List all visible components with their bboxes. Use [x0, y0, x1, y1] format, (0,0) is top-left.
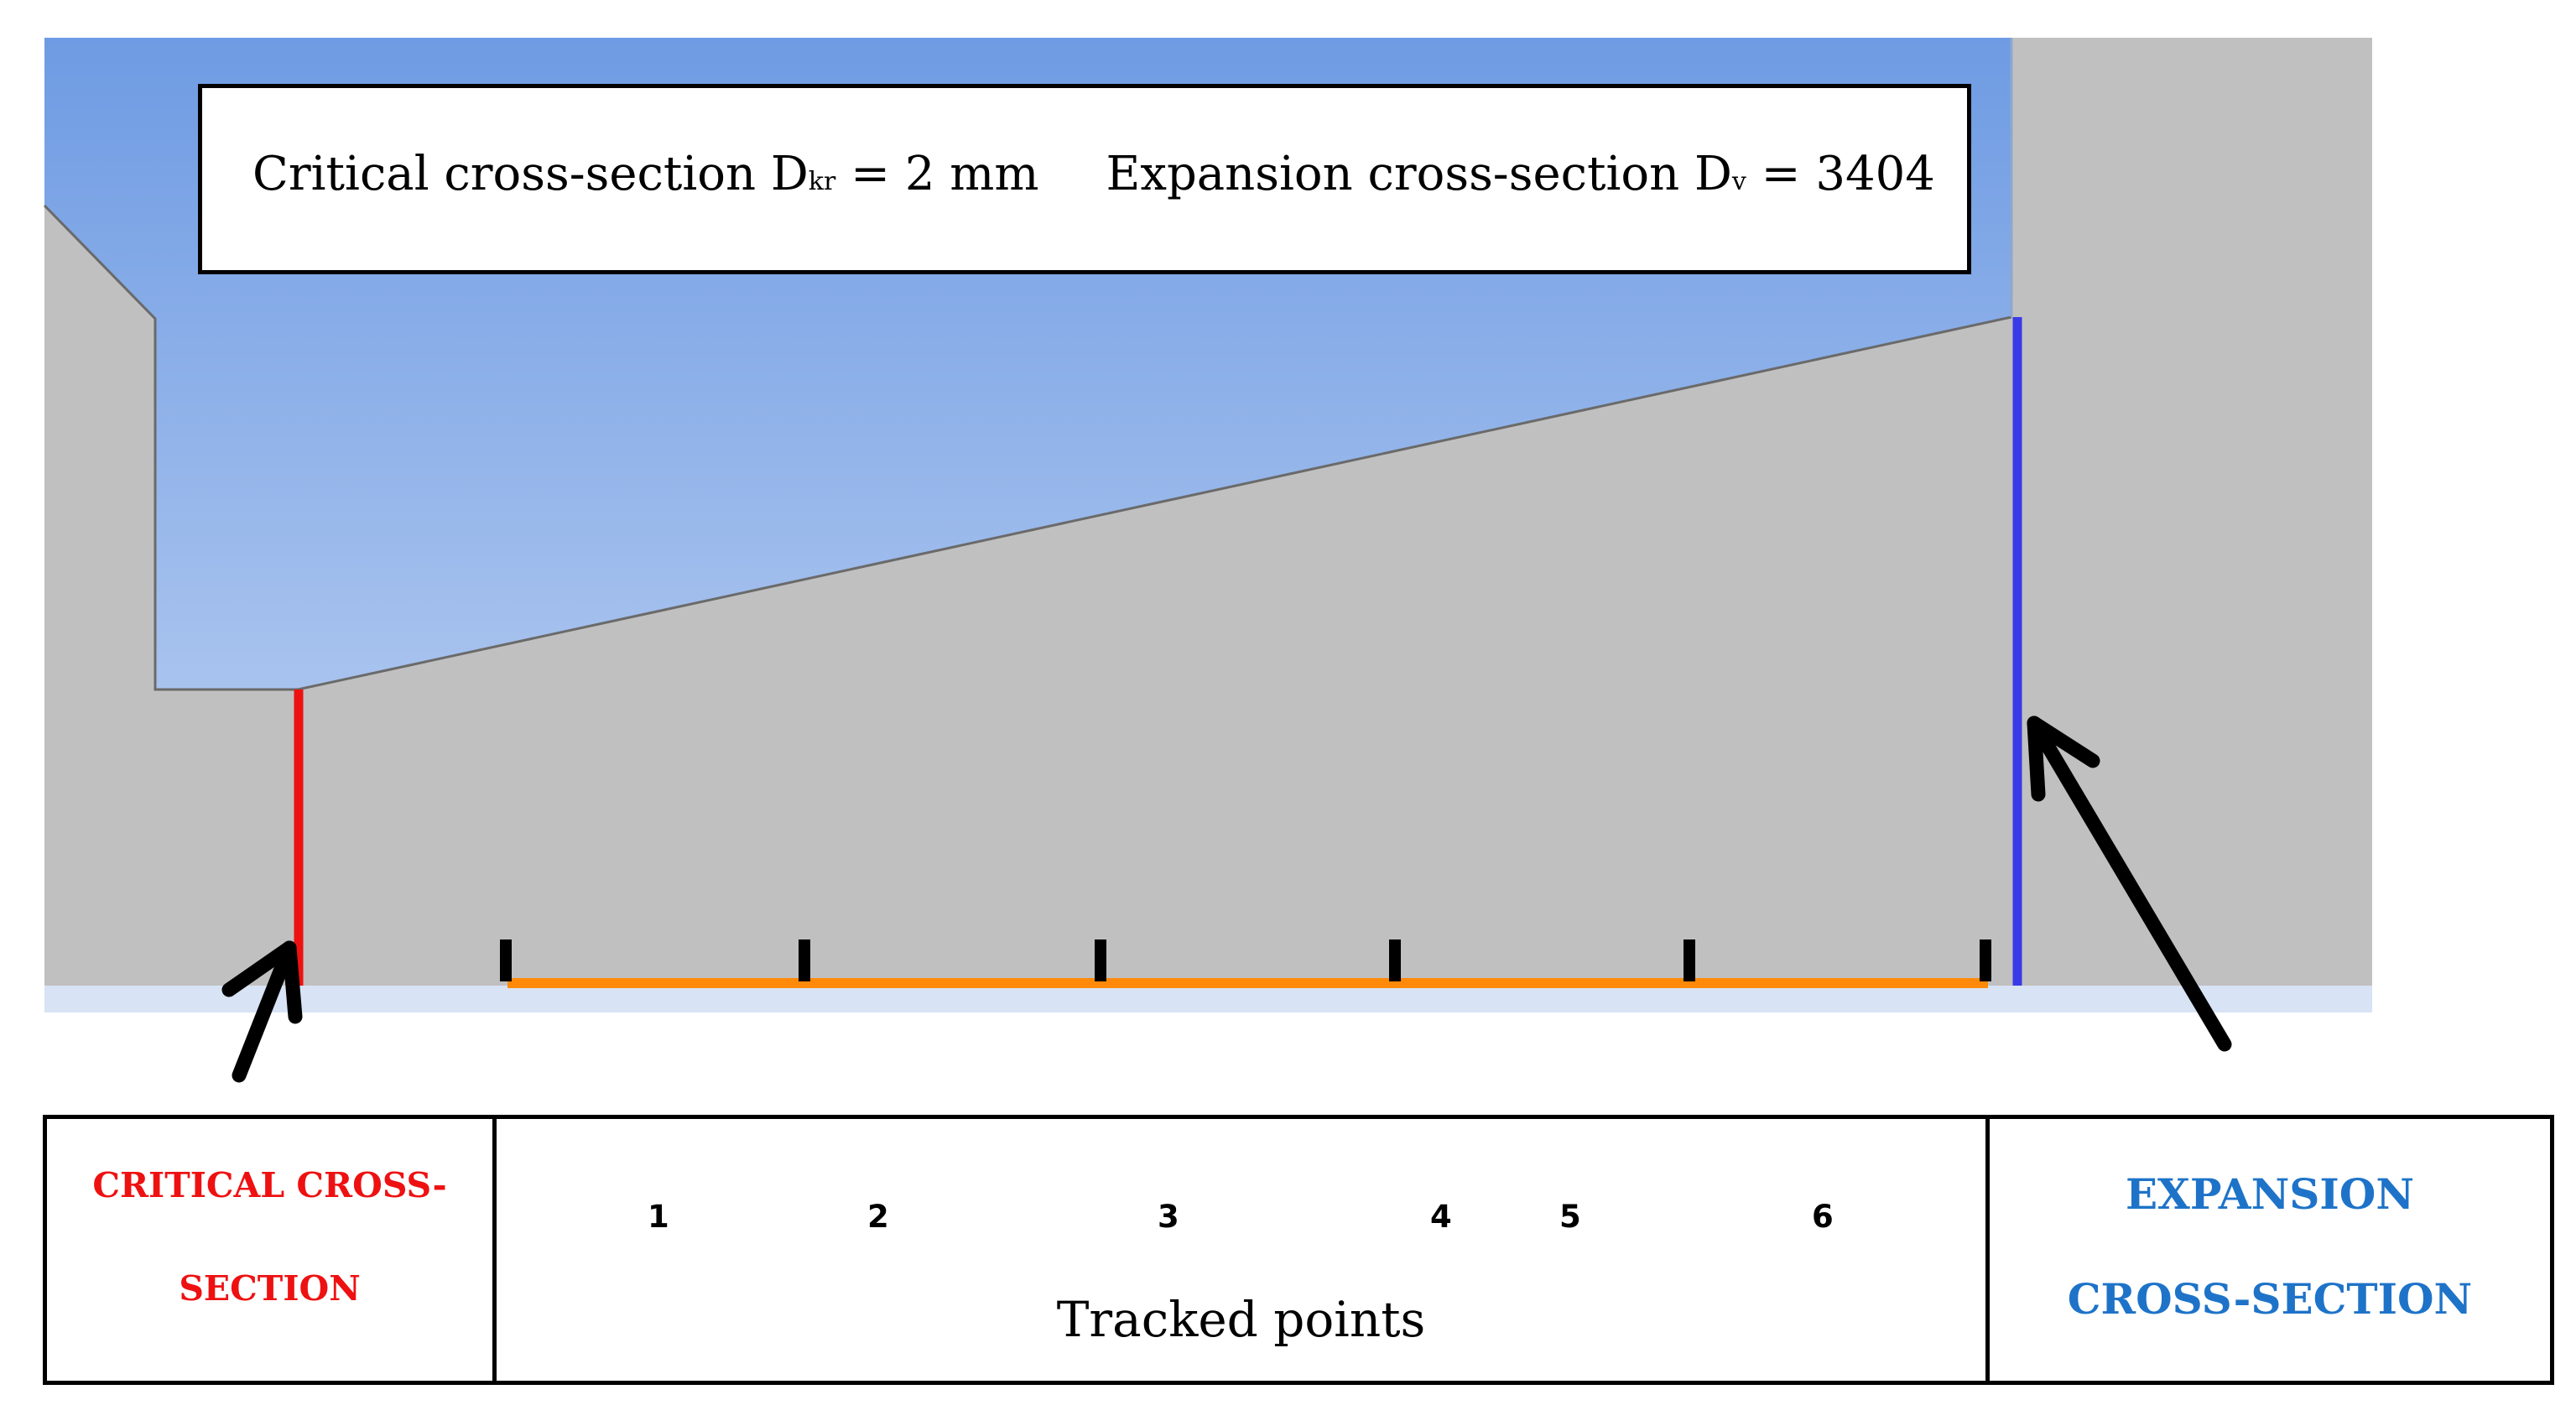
point-label-5: 5	[1559, 1199, 1581, 1235]
tracked-point-marker	[1389, 939, 1401, 981]
critical-label-line1: CRITICAL CROSS-	[92, 1165, 447, 1205]
critical-label-line2: SECTION	[179, 1268, 361, 1309]
axis-strip	[44, 986, 2372, 1012]
expansion-subscript: v	[1731, 167, 1746, 196]
nozzle-wall	[298, 317, 2011, 986]
point-label-3: 3	[1158, 1199, 1179, 1235]
point-label-2: 2	[867, 1199, 889, 1235]
dimensions-box: Critical cross-section Dkr = 2 mm Expansi…	[198, 84, 1971, 274]
dimensions-text: Critical cross-section Dkr = 2 mm Expansi…	[252, 147, 1935, 201]
tracked-points-label: Tracked points	[1056, 1291, 1426, 1348]
tracked-points-cell: 1 2 3 4 5 6 Tracked points	[497, 1119, 1990, 1381]
expansion-dimension-label: Expansion cross-section D	[1106, 147, 1732, 201]
expansion-label-line1: EXPANSION	[2125, 1169, 2415, 1219]
tracked-point-marker	[500, 939, 512, 981]
critical-dimension-label: Critical cross-section D	[252, 147, 809, 201]
left-solid-wall	[44, 206, 298, 986]
critical-subscript: kr	[808, 167, 836, 196]
tracked-point-marker	[1980, 939, 1991, 981]
legend-table: CRITICAL CROSS- SECTION 1 2 3 4 5 6 Trac…	[43, 1115, 2554, 1385]
expansion-section-cell: EXPANSION CROSS-SECTION	[1990, 1119, 2550, 1381]
tracked-point-marker	[799, 939, 810, 981]
point-label-4: 4	[1430, 1199, 1452, 1235]
expansion-dimension-value: = 3404	[1746, 147, 1935, 201]
critical-dimension-value: = 2 mm	[835, 147, 1039, 201]
point-label-6: 6	[1812, 1199, 1834, 1235]
nozzle-outline	[43, 204, 2012, 691]
expansion-arrow	[2027, 716, 2232, 1052]
critical-arrow	[221, 940, 303, 1083]
right-solid-block	[2011, 38, 2372, 986]
critical-section-cell: CRITICAL CROSS- SECTION	[47, 1119, 497, 1381]
point-label-1: 1	[648, 1199, 669, 1235]
tracked-point-marker	[1095, 939, 1106, 981]
tracked-point-marker	[1684, 939, 1695, 981]
expansion-label-line2: CROSS-SECTION	[2067, 1274, 2473, 1324]
